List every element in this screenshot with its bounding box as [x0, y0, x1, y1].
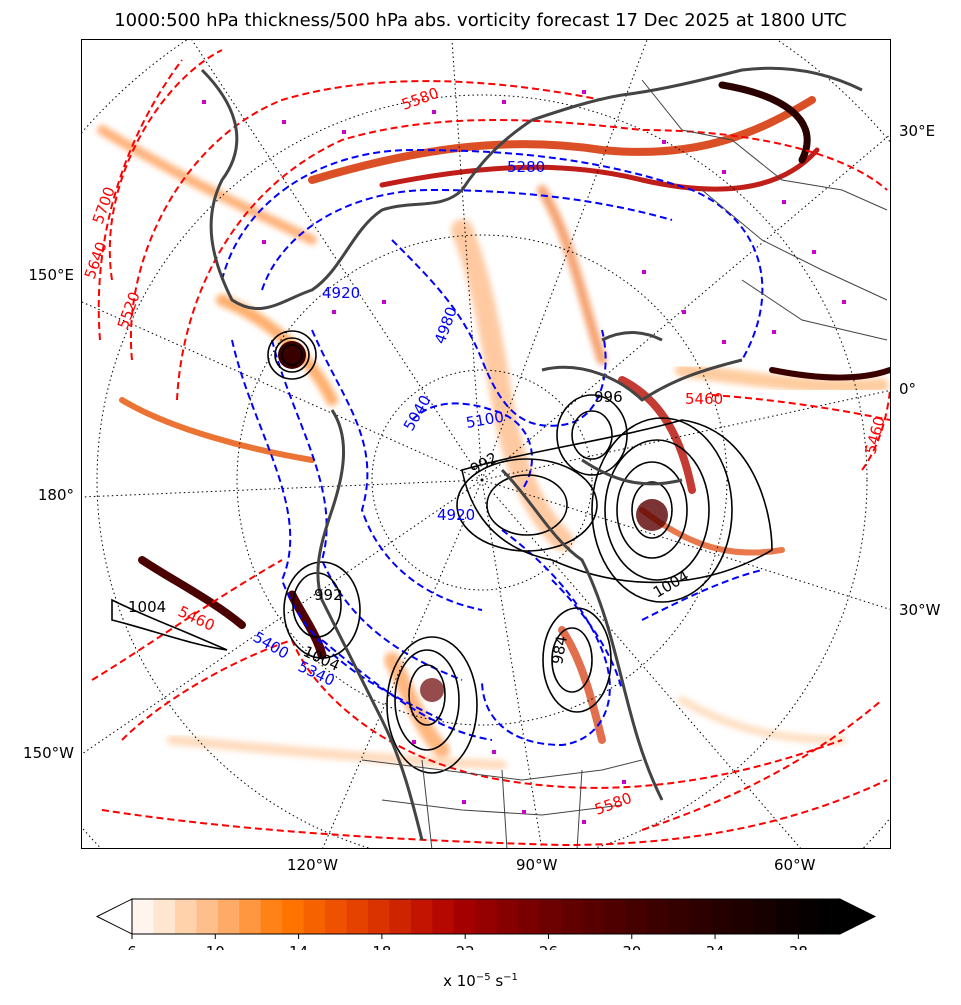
colorbar-swatch	[646, 899, 669, 934]
thickness-label: 5580	[399, 84, 441, 114]
colorbar-swatch	[732, 899, 755, 934]
colorbar-ticks: 6 10 14 18 22 26 30 34 38	[127, 934, 808, 950]
pressure-label: 992	[467, 449, 501, 479]
mslp-contours	[111, 330, 773, 774]
colorbar-swatch	[625, 899, 648, 934]
colorbar-swatch	[604, 899, 626, 934]
graticule	[82, 40, 890, 848]
colorbar-swatch	[754, 899, 777, 934]
colorbar-swatch	[303, 899, 326, 934]
colorbar-tick-label: 26	[539, 943, 558, 950]
thickness-label: 4920	[322, 284, 360, 302]
colorbar-swatch	[818, 899, 841, 934]
colorbar-swatch	[282, 899, 305, 934]
thickness-label: 5580	[592, 789, 634, 819]
colorbar-tick-label: 38	[789, 943, 808, 950]
lon-label-180: 180°	[37, 486, 74, 504]
colorbar-swatch	[689, 899, 712, 934]
colorbar-min-extension	[95, 898, 133, 935]
lon-label-120w: 120°W	[287, 856, 338, 874]
colorbar-swatch	[668, 899, 691, 934]
vorticity-shading	[97, 81, 890, 770]
colorbar-swatch	[325, 899, 348, 934]
thickness-label: 5400	[250, 628, 292, 663]
colorbar-swatch	[153, 899, 176, 934]
colorbar-swatch	[132, 899, 154, 934]
colorbar-tick-label: 6	[127, 943, 137, 950]
colorbar-swatch	[496, 899, 519, 934]
colorbar-swatch	[539, 899, 562, 934]
colorbar-swatch	[797, 899, 820, 934]
thickness-label: 4920	[437, 506, 475, 524]
contour-labels: 5700 5640 5520 5580 5460 5460 5460 5580 …	[82, 84, 889, 819]
colorbar-swatch	[711, 899, 734, 934]
colorbar-swatch	[196, 899, 219, 934]
lon-label-30e: 30°E	[899, 122, 936, 140]
colorbar-tick-label: 34	[706, 943, 725, 950]
colorbar-swatch	[582, 899, 605, 934]
map-panel: 5700 5640 5520 5580 5460 5460 5460 5580 …	[81, 39, 891, 849]
colorbar-swatch	[475, 899, 498, 934]
pressure-label: 984	[548, 634, 571, 665]
colorbar-swatch	[561, 899, 584, 934]
colorbar-swatch	[410, 899, 433, 934]
colorbar-swatch	[346, 899, 369, 934]
colorbar-tick-label: 10	[206, 943, 225, 950]
colorbar-swatch	[174, 899, 197, 934]
colorbar-swatch	[217, 899, 240, 934]
thickness-label: 5640	[82, 239, 111, 281]
colorbar-swatches	[132, 899, 841, 934]
colorbar-swatch	[432, 899, 455, 934]
lon-label-90w: 90°W	[516, 856, 558, 874]
colorbar-swatch	[389, 899, 412, 934]
colorbar-swatch	[518, 899, 541, 934]
colorbar-swatch	[368, 899, 390, 934]
thickness-label: 5040	[400, 392, 435, 434]
lon-label-30w: 30°W	[899, 601, 941, 619]
colorbar: 6 10 14 18 22 26 30 34 38	[95, 898, 877, 950]
thickness-contours-warm	[91, 49, 890, 847]
pressure-label: 996	[594, 388, 623, 406]
colorbar-tick-label: 18	[372, 943, 391, 950]
highlight-markers	[202, 90, 846, 824]
colorbar-units-label: x 10−5 s−1	[443, 972, 518, 990]
thickness-label: 5460	[685, 390, 723, 408]
colorbar-swatch	[453, 899, 476, 934]
thickness-label: 5280	[507, 158, 545, 176]
colorbar-swatch	[775, 899, 798, 934]
thickness-label: 5460	[861, 414, 888, 456]
colorbar-tick-label: 14	[289, 943, 308, 950]
colorbar-swatch	[239, 899, 262, 934]
lon-label-0: 0°	[899, 380, 917, 398]
page-title: 1000:500 hPa thickness/500 hPa abs. vort…	[114, 10, 847, 31]
colorbar-swatch	[260, 899, 283, 934]
colorbar-tick-label: 30	[622, 943, 641, 950]
thickness-label: 5520	[114, 289, 144, 331]
thickness-label: 5700	[89, 184, 119, 226]
lon-label-60w: 60°W	[774, 856, 816, 874]
lon-label-150w: 150°W	[23, 744, 74, 762]
polar-stereographic-map: 5700 5640 5520 5580 5460 5460 5460 5580 …	[82, 40, 890, 848]
colorbar-max-extension	[839, 898, 877, 935]
pressure-label: 1004	[128, 598, 166, 616]
lon-label-150e: 150°E	[28, 266, 74, 284]
thickness-label: 4980	[431, 304, 461, 346]
borders	[361, 79, 888, 848]
pressure-label: 992	[314, 586, 343, 604]
colorbar-tick-label: 22	[456, 943, 475, 950]
coastlines	[200, 66, 863, 841]
